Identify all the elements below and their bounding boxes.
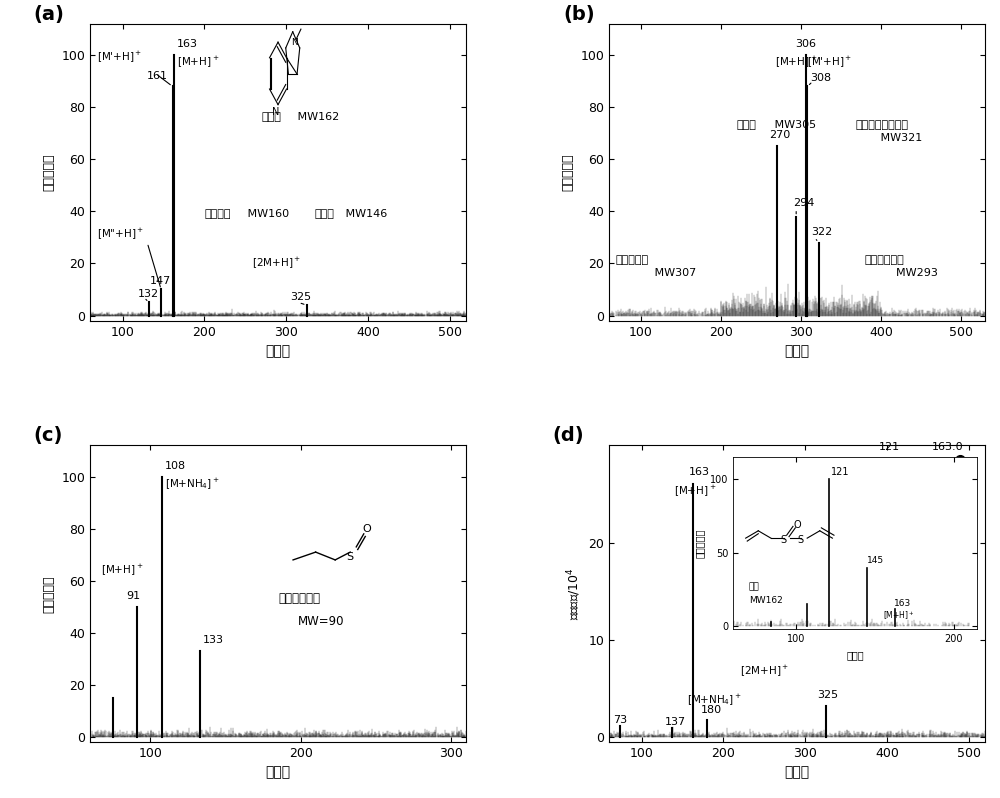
Text: N: N [272, 107, 279, 117]
Text: 322: 322 [811, 227, 833, 237]
Text: (c): (c) [34, 426, 63, 445]
Text: 132: 132 [137, 290, 159, 299]
Text: 270: 270 [769, 131, 790, 140]
Text: 133: 133 [203, 635, 224, 646]
Text: [M+H]$^+$: [M+H]$^+$ [101, 562, 143, 577]
Text: MW146: MW146 [342, 208, 387, 219]
Text: 325: 325 [290, 292, 311, 302]
Text: 137: 137 [665, 717, 686, 727]
Text: [M'+H]$^+$: [M'+H]$^+$ [807, 54, 853, 69]
Text: 可替宁: 可替宁 [315, 208, 335, 219]
Text: 147: 147 [150, 276, 171, 286]
Y-axis label: 相对丰对度: 相对丰对度 [43, 575, 56, 613]
Text: 163.0: 163.0 [932, 442, 963, 452]
Text: [M+H-C$_3$H$_6$]$^+$: [M+H-C$_3$H$_6$]$^+$ [866, 459, 938, 473]
Text: [M+NH$_4$]$^+$: [M+NH$_4$]$^+$ [165, 476, 220, 491]
Text: [M+H]$^+$: [M+H]$^+$ [775, 54, 818, 69]
Y-axis label: 信号强度/10$^4$: 信号强度/10$^4$ [565, 567, 583, 620]
Text: 73: 73 [613, 715, 627, 725]
Text: S: S [347, 552, 354, 563]
Text: 二氢辣椒素: 二氢辣椒素 [615, 255, 648, 266]
Text: MW321: MW321 [877, 133, 922, 143]
Text: MW=90: MW=90 [298, 615, 344, 628]
Text: 180: 180 [701, 705, 722, 715]
Text: 294: 294 [793, 198, 814, 208]
Text: [M'+H]$^+$: [M'+H]$^+$ [97, 49, 142, 65]
Text: MW305: MW305 [771, 120, 816, 130]
Text: 163: 163 [689, 467, 710, 476]
Text: [M+H]$^+$: [M+H]$^+$ [177, 54, 219, 69]
Text: O: O [362, 523, 371, 534]
Y-axis label: 相对丰对度: 相对丰对度 [562, 153, 575, 191]
Text: 尼古丁: 尼古丁 [262, 113, 282, 122]
Text: [M+NH$_4$]$^+$: [M+NH$_4$]$^+$ [687, 692, 741, 707]
Text: MW162: MW162 [294, 113, 340, 122]
Y-axis label: 相对丰对度: 相对丰对度 [43, 153, 56, 191]
Text: 91: 91 [126, 591, 140, 601]
X-axis label: 质荷比: 质荷比 [784, 765, 810, 780]
Text: 氢化辣椒素类似物: 氢化辣椒素类似物 [855, 120, 908, 130]
Text: 丙硫醚氧化物: 丙硫醚氧化物 [278, 591, 320, 605]
Text: MW293: MW293 [889, 268, 938, 279]
Text: (d): (d) [553, 426, 584, 445]
Text: 辣椒素: 辣椒素 [737, 120, 757, 130]
Text: MW307: MW307 [651, 268, 696, 279]
Text: [M+H]$^+$: [M+H]$^+$ [674, 483, 717, 498]
Text: 108: 108 [165, 460, 186, 471]
X-axis label: 质荷比: 质荷比 [265, 765, 291, 780]
Text: MW160: MW160 [244, 208, 289, 219]
X-axis label: 质荷比: 质荷比 [265, 344, 291, 358]
X-axis label: 质荷比: 质荷比 [784, 344, 810, 358]
Text: 306: 306 [795, 39, 816, 49]
Text: (b): (b) [564, 5, 595, 24]
Text: N: N [291, 38, 298, 47]
Text: 308: 308 [811, 73, 832, 83]
Text: 米嗯斯明: 米嗯斯明 [204, 208, 231, 219]
Text: 161: 161 [147, 70, 168, 81]
Text: [M"+H]$^+$: [M"+H]$^+$ [97, 227, 144, 241]
Text: 163: 163 [177, 39, 198, 49]
Text: (a): (a) [34, 5, 64, 24]
Text: 121: 121 [879, 442, 900, 452]
Text: 降二氢辣椒素: 降二氢辣椒素 [865, 255, 905, 266]
Text: [2M+H]$^+$: [2M+H]$^+$ [740, 663, 789, 678]
Text: [2M+H]$^+$: [2M+H]$^+$ [252, 255, 301, 270]
Text: 325: 325 [817, 690, 839, 701]
